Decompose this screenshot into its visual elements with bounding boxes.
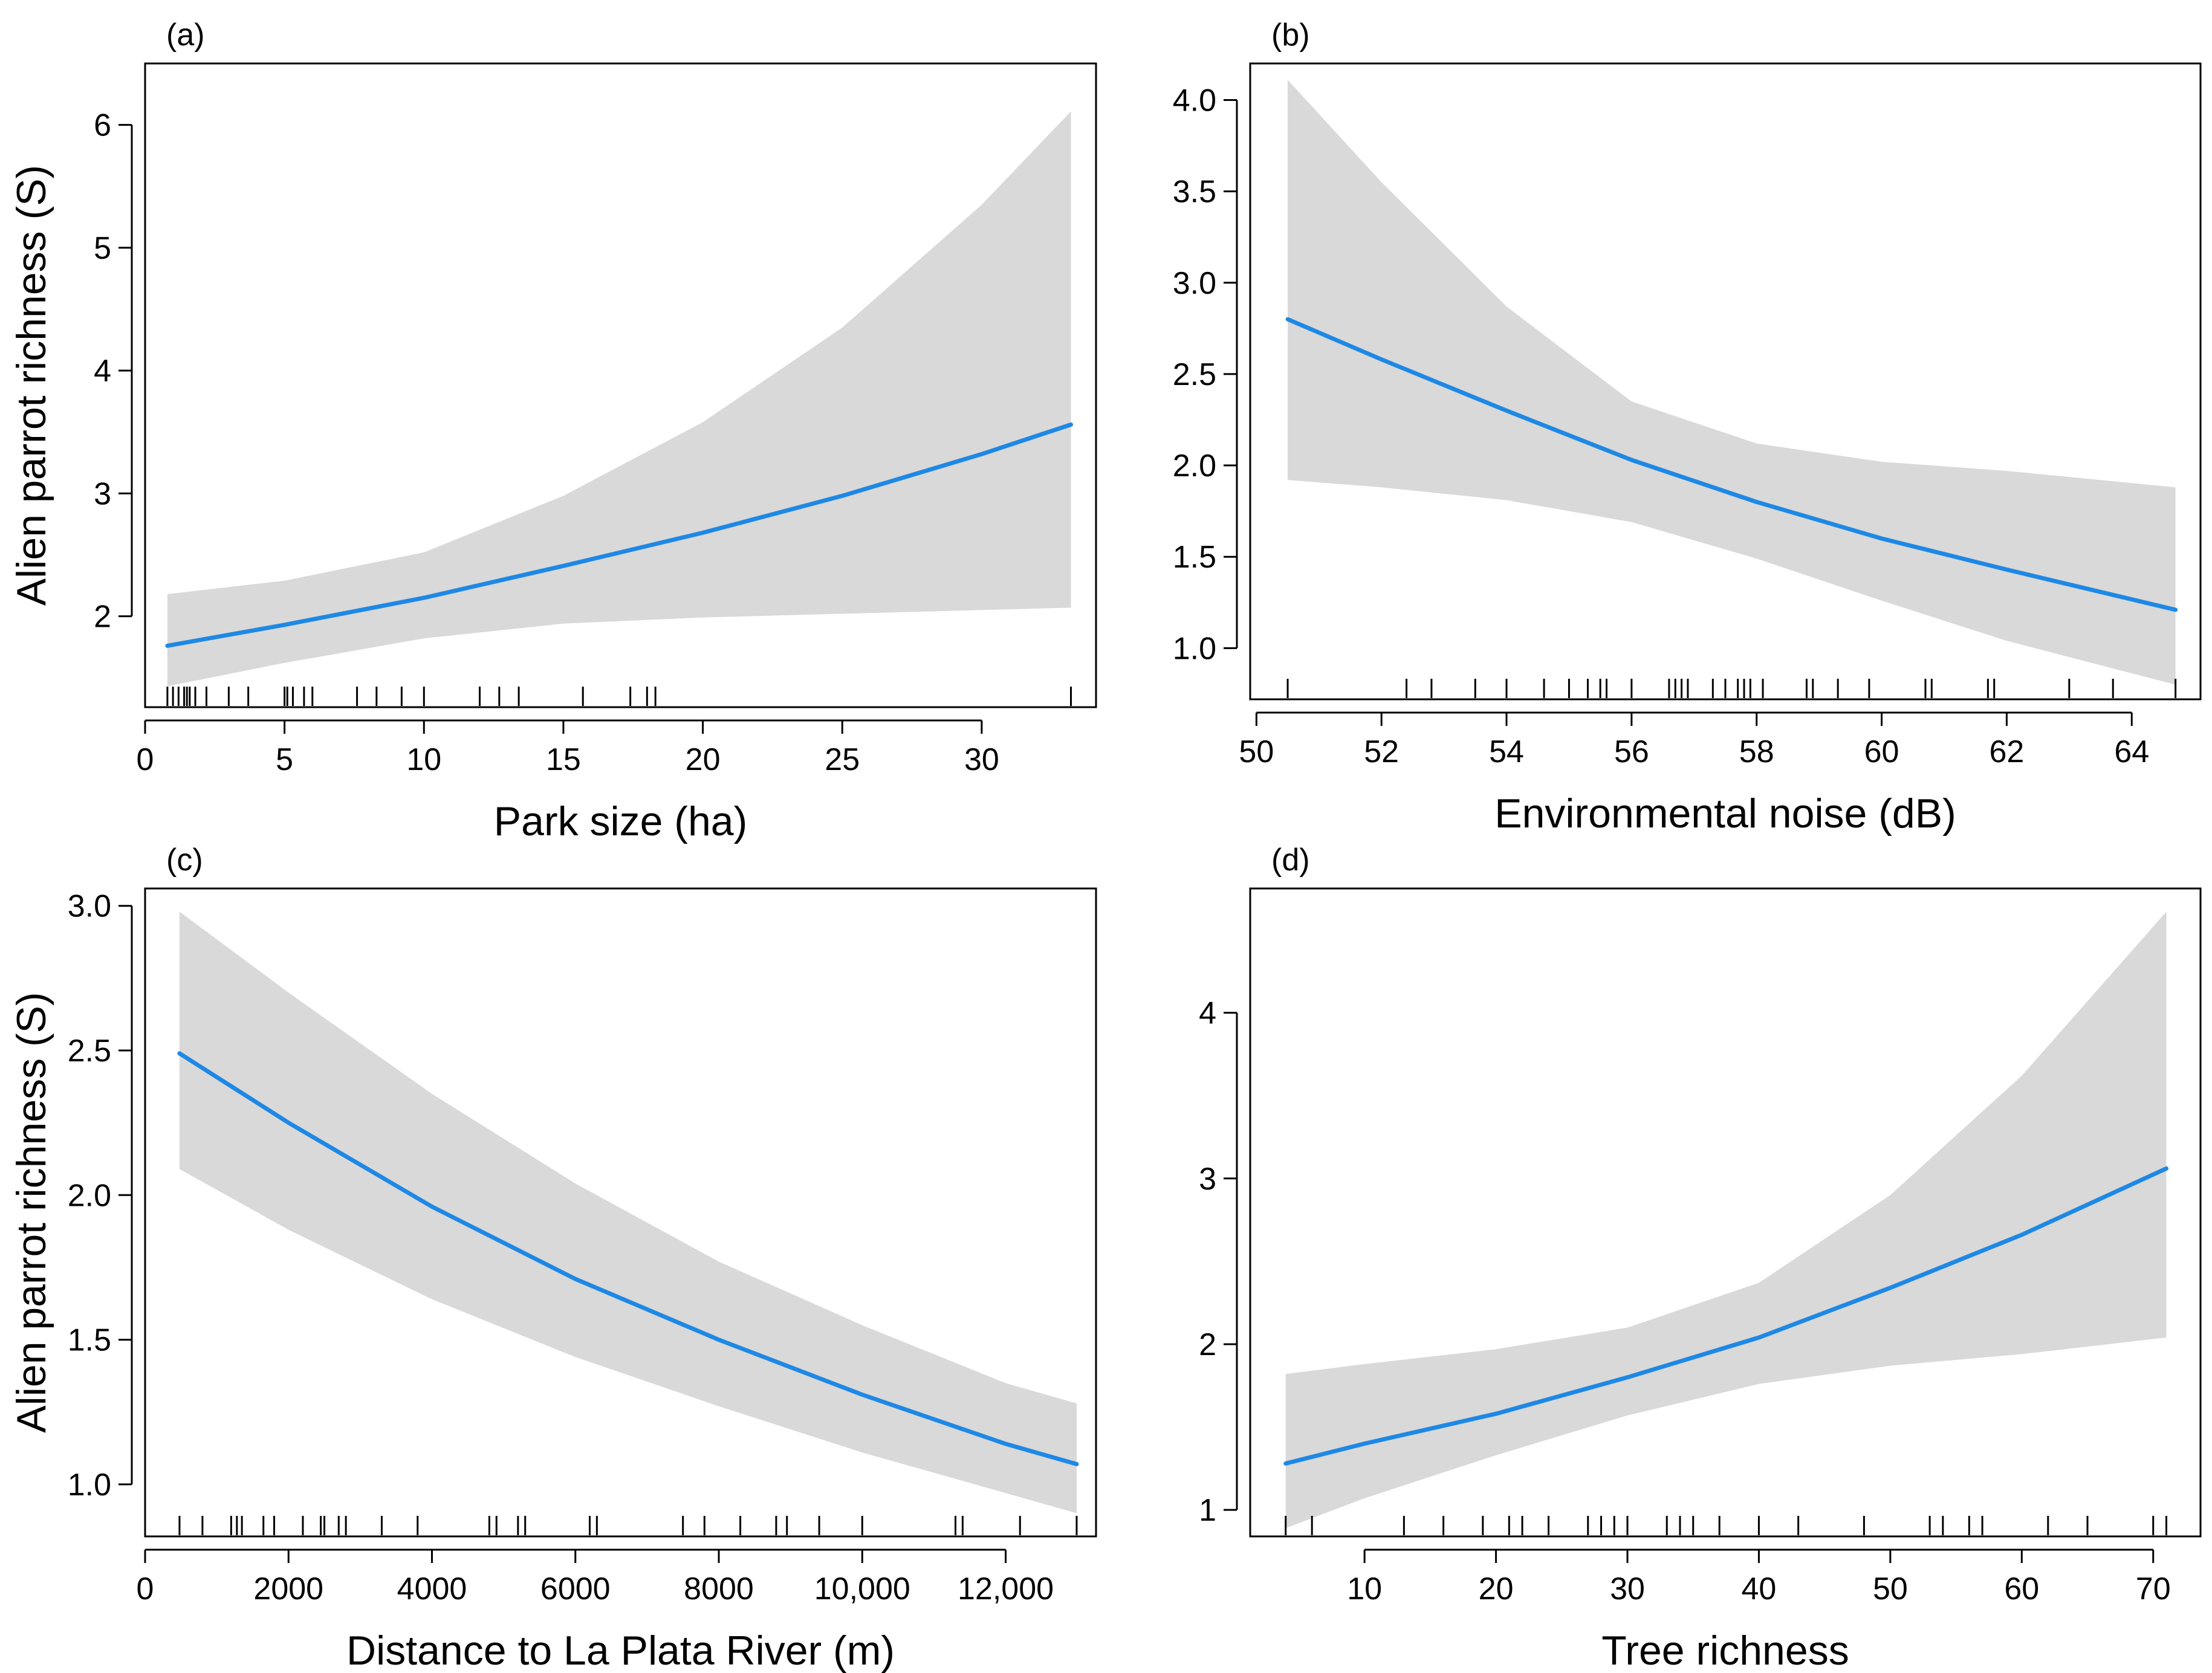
x-tick-label: 60: [2004, 1571, 2039, 1607]
panel-label: (b): [1271, 18, 1310, 53]
fit-line: [1285, 317, 2178, 612]
y-tick-label: 3.5: [1173, 175, 1216, 210]
x-tick-label: 58: [1739, 734, 1774, 769]
fit-line: [1283, 1166, 2168, 1466]
x-tick-label: 56: [1614, 734, 1649, 769]
y-tick-label: 2.5: [1173, 357, 1216, 392]
y-tick-label: 2.0: [1173, 448, 1216, 484]
x-tick-label: 20: [686, 742, 721, 777]
y-tick-label: 1.0: [68, 1468, 111, 1503]
x-tick-label: 30: [1610, 1571, 1645, 1607]
y-tick-label: 3.0: [1173, 266, 1216, 301]
y-tick-label: 1.0: [1173, 631, 1216, 666]
y-tick-label: 3: [1199, 1162, 1216, 1197]
y-tick-label: 2.5: [68, 1034, 111, 1069]
x-axis-title: Environmental noise (dB): [1494, 791, 1956, 836]
x-axis-title: Distance to La Plata River (m): [346, 1628, 895, 1673]
x-tick-label: 52: [1364, 734, 1399, 769]
plot-frame: [144, 887, 1097, 1538]
confidence-band: [179, 911, 1077, 1513]
x-tick-label: 2000: [253, 1571, 323, 1607]
y-tick-label: 1: [1199, 1493, 1216, 1528]
x-tick-label: 40: [1742, 1571, 1777, 1607]
panel-a: 0 5 10 15 20 25 30 2 3 4 5 6 Park size (ha) Alien par…: [8, 18, 1097, 844]
confidence-band: [1285, 911, 2167, 1529]
y-tick-label: 2: [1199, 1327, 1216, 1362]
x-tick-label: 10: [406, 742, 441, 777]
x-tick-label: 5: [276, 742, 293, 777]
plot-frame: [1249, 62, 2202, 701]
x-tick-label: 60: [1864, 734, 1899, 769]
fit-line: [177, 1051, 1079, 1466]
x-tick-label: 10: [1347, 1571, 1382, 1607]
x-tick-label: 8000: [684, 1571, 754, 1607]
x-tick-label: 50: [1239, 734, 1274, 769]
panel-d: 10 20 30 40 50 60 70 1 2 3 4 Tree richness (d): [1199, 843, 2202, 1673]
plot-frame: [1249, 887, 2202, 1538]
panel-label: (c): [166, 843, 203, 878]
y-tick-label: 4.0: [1173, 83, 1216, 118]
x-tick-label: 0: [137, 1571, 154, 1607]
x-tick-label: 15: [546, 742, 581, 777]
y-tick-label: 4: [94, 354, 111, 389]
x-tick-label: 70: [2136, 1571, 2171, 1607]
x-tick-label: 30: [964, 742, 999, 777]
panel-label: (d): [1271, 843, 1310, 878]
y-tick-label: 4: [1199, 996, 1216, 1031]
x-tick-label: 25: [825, 742, 860, 777]
x-tick-label: 0: [137, 742, 154, 777]
x-tick-label: 4000: [397, 1571, 467, 1607]
y-tick-label: 6: [94, 108, 111, 143]
panel-c: 0 2000 4000 6000 8000 10,000 12,000 1.0 1.5 2.0 2.…: [8, 843, 1097, 1673]
y-tick-label: 1.5: [1173, 540, 1216, 575]
confidence-band: [167, 111, 1071, 687]
y-tick-label: 2: [94, 600, 111, 635]
panel-b: 50 52 54 56 58 60 62 64 1.0 1.5 2.0 2.5 3.0 3.5 4.0 Env…: [1173, 18, 2202, 836]
y-tick-label: 2.0: [68, 1178, 111, 1213]
plot-frame: [144, 62, 1097, 708]
x-tick-label: 10,000: [814, 1571, 910, 1607]
x-tick-label: 6000: [540, 1571, 611, 1607]
y-tick-label: 3: [94, 476, 111, 511]
y-axis-title: Alien parrot richness (S): [8, 992, 54, 1432]
x-tick-label: 20: [1479, 1571, 1514, 1607]
y-tick-label: 1.5: [68, 1323, 111, 1358]
x-tick-label: 64: [2114, 734, 2149, 769]
y-tick-label: 5: [94, 231, 111, 266]
x-tick-label: 62: [1989, 734, 2024, 769]
x-tick-label: 50: [1873, 1571, 1908, 1607]
x-axis-title: Park size (ha): [494, 798, 747, 844]
fit-line: [165, 422, 1073, 648]
confidence-band: [1288, 80, 2176, 685]
x-tick-label: 12,000: [958, 1571, 1054, 1607]
y-tick-label: 3.0: [68, 889, 111, 924]
panel-label: (a): [166, 18, 205, 53]
x-axis-title: Tree richness: [1601, 1628, 1849, 1673]
x-tick-label: 54: [1489, 734, 1524, 769]
y-axis-title: Alien parrot richness (S): [8, 165, 54, 606]
